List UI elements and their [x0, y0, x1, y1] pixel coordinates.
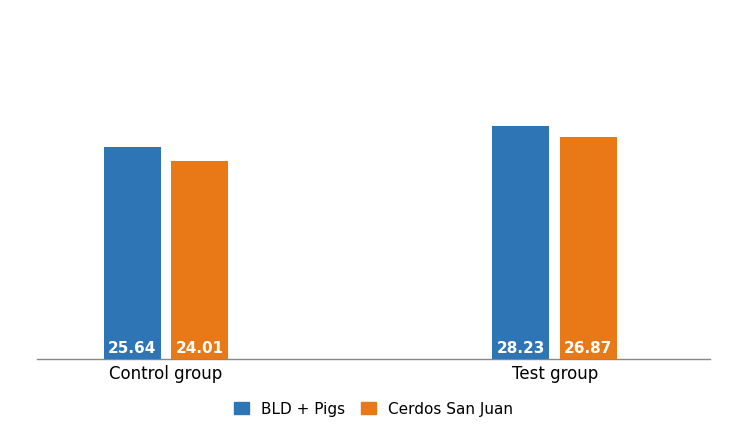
Text: 25.64: 25.64 [108, 340, 157, 355]
Legend: BLD + Pigs, Cerdos San Juan: BLD + Pigs, Cerdos San Juan [229, 397, 518, 421]
Bar [493, 127, 550, 359]
Bar [560, 138, 617, 359]
Bar [171, 161, 228, 359]
Text: 26.87: 26.87 [564, 340, 613, 355]
Bar [104, 148, 161, 359]
Text: 24.01: 24.01 [176, 340, 224, 355]
Text: 28.23: 28.23 [497, 340, 545, 355]
